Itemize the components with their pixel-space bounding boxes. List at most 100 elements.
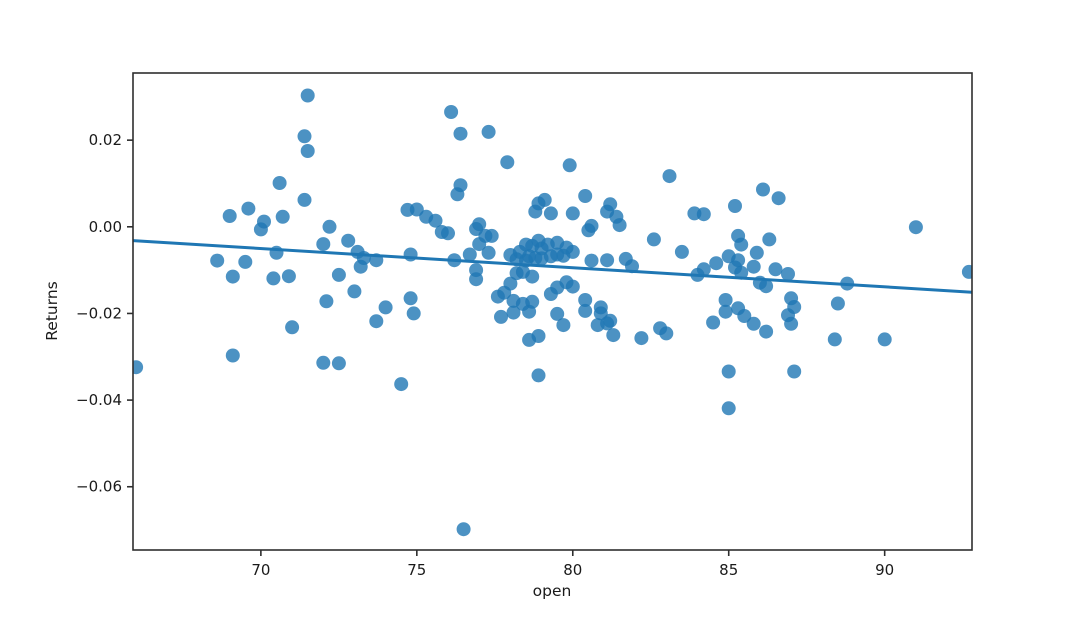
scatter-point bbox=[506, 305, 521, 320]
scatter-point bbox=[718, 304, 733, 319]
scatter-point bbox=[300, 88, 315, 103]
scatter-point bbox=[222, 209, 237, 223]
scatter-point bbox=[319, 294, 334, 309]
scatter-point bbox=[331, 356, 346, 371]
scatter-point bbox=[133, 360, 144, 375]
scatter-point bbox=[556, 318, 571, 333]
scatter-point bbox=[406, 306, 421, 321]
scatter-point bbox=[756, 182, 770, 197]
scatter-point bbox=[497, 285, 512, 300]
scatter-point bbox=[646, 232, 661, 247]
scatter-point bbox=[706, 315, 721, 330]
scatter-point bbox=[830, 296, 845, 311]
scatter-point bbox=[771, 191, 786, 206]
scatter-point bbox=[728, 199, 742, 213]
scatter-point bbox=[322, 219, 337, 234]
scatter-point bbox=[749, 245, 764, 260]
scatter-point bbox=[225, 348, 240, 363]
scatter-point bbox=[394, 377, 409, 392]
scatter-point bbox=[272, 176, 287, 190]
scatter-point bbox=[827, 332, 842, 347]
scatter-point bbox=[877, 332, 892, 347]
scatter-point bbox=[734, 237, 749, 252]
scatter-point bbox=[441, 226, 455, 241]
scatter-point bbox=[578, 303, 593, 318]
scatter-point bbox=[734, 265, 749, 280]
scatter-point bbox=[565, 279, 580, 294]
scatter-point bbox=[266, 271, 281, 286]
scatter-point bbox=[331, 267, 346, 282]
scatter-point bbox=[603, 197, 618, 212]
scatter-point bbox=[484, 228, 499, 243]
scatter-point bbox=[908, 220, 923, 235]
scatter-point bbox=[210, 253, 225, 268]
scatter-point bbox=[762, 232, 777, 247]
scatter-point bbox=[297, 129, 312, 144]
x-tick-label: 70 bbox=[251, 561, 270, 579]
y-tick-label: −0.02 bbox=[76, 304, 122, 322]
scatter-points-group bbox=[133, 88, 972, 537]
scatter-point bbox=[659, 326, 674, 341]
scatter-point bbox=[285, 320, 300, 335]
y-axis-label: Returns bbox=[43, 281, 61, 341]
scatter-point bbox=[781, 267, 795, 281]
scatter-point bbox=[428, 213, 443, 228]
y-tick-label: −0.06 bbox=[76, 478, 122, 496]
scatter-point bbox=[316, 355, 331, 370]
scatter-point bbox=[531, 329, 546, 343]
x-tick-label: 85 bbox=[719, 561, 738, 579]
scatter-point bbox=[737, 309, 752, 323]
scatter-point bbox=[297, 192, 312, 207]
scatter-point bbox=[369, 314, 384, 329]
scatter-point bbox=[316, 237, 331, 252]
scatter-point bbox=[584, 253, 599, 268]
scatter-point bbox=[525, 269, 540, 284]
scatter-point bbox=[746, 259, 761, 274]
scatter-point bbox=[531, 368, 546, 383]
scatter-point bbox=[494, 309, 508, 324]
scatter-point bbox=[347, 284, 362, 299]
scatter-point bbox=[759, 279, 774, 294]
x-tick-label: 75 bbox=[407, 561, 426, 579]
regression-line-group bbox=[133, 239, 972, 294]
scatter-point bbox=[590, 318, 605, 333]
scatter-point bbox=[281, 269, 296, 284]
scatter-point bbox=[562, 158, 577, 173]
scatter-point bbox=[578, 293, 593, 307]
scatter-point bbox=[522, 304, 537, 319]
scatter-point bbox=[606, 328, 621, 343]
scatter-point bbox=[456, 522, 471, 537]
scatter-point bbox=[275, 209, 290, 224]
scatter-point bbox=[444, 105, 459, 119]
scatter-point bbox=[378, 300, 393, 315]
scatter-point bbox=[961, 264, 972, 279]
axis-ticks: 70 75 80 85 90 0.02 0.00 −0.02 −0.04 −0.06 bbox=[76, 131, 894, 579]
y-tick-label: 0.00 bbox=[89, 218, 122, 236]
scatter-point bbox=[721, 401, 736, 416]
scatter-point bbox=[709, 256, 724, 271]
scatter-point bbox=[662, 169, 677, 184]
scatter-point bbox=[784, 316, 799, 331]
scatter-point bbox=[462, 247, 477, 262]
scatter-point bbox=[565, 244, 580, 259]
scatter-point bbox=[528, 204, 543, 219]
regression-line bbox=[133, 239, 972, 294]
scatter-point bbox=[300, 144, 315, 158]
scatter-point bbox=[581, 223, 596, 238]
scatter-point bbox=[472, 237, 487, 252]
scatter-point bbox=[500, 155, 515, 170]
scatter-point bbox=[403, 291, 418, 306]
scatter-point bbox=[674, 244, 689, 259]
scatter-point bbox=[409, 202, 424, 217]
scatter-point bbox=[481, 245, 496, 260]
scatter-point bbox=[578, 189, 593, 203]
scatter-point bbox=[718, 293, 733, 307]
scatter-point bbox=[453, 126, 468, 141]
scatter-point bbox=[612, 218, 627, 233]
scatter-point bbox=[721, 364, 736, 379]
scatter-point bbox=[450, 187, 465, 202]
scatter-point bbox=[634, 331, 649, 346]
scatter-point bbox=[600, 253, 615, 268]
scatter-point bbox=[768, 262, 783, 277]
